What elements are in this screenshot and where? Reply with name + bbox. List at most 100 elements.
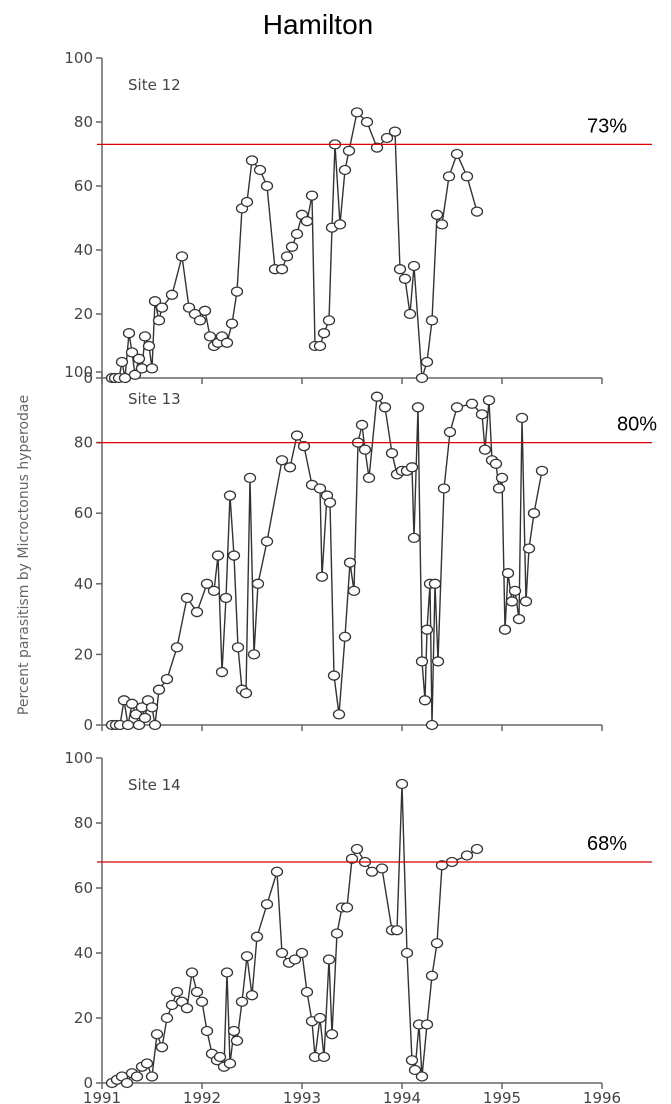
data-point — [148, 719, 162, 731]
data-point — [211, 550, 225, 561]
data-point — [515, 412, 529, 424]
data-point — [165, 999, 179, 1011]
data-point — [327, 670, 341, 681]
data-point — [142, 340, 156, 352]
y-tick-label: 80 — [74, 434, 93, 452]
data-point — [138, 712, 152, 724]
data-point — [322, 315, 336, 326]
data-point — [175, 251, 189, 262]
data-point — [148, 296, 162, 307]
data-point — [305, 190, 319, 201]
data-point — [470, 843, 484, 855]
data-point — [213, 1051, 227, 1063]
data-point — [380, 132, 394, 144]
data-point — [247, 649, 261, 660]
data-point — [231, 642, 245, 653]
chart-panels: 0 20 40 60 80 100 Site 12 73% 0 20 40 60 80 100 Site 1… — [64, 49, 657, 1104]
data-point — [415, 1071, 429, 1082]
data-point — [288, 954, 302, 965]
data-point — [322, 954, 336, 965]
site-label: Site 13 — [128, 390, 181, 408]
data-point — [443, 426, 457, 438]
data-point — [132, 719, 146, 731]
data-point — [430, 938, 444, 949]
data-point — [275, 264, 289, 275]
data-point — [155, 302, 169, 313]
data-point — [420, 624, 434, 635]
data-point — [200, 578, 214, 589]
data-point — [535, 465, 549, 476]
data-point — [280, 251, 294, 262]
data-point — [362, 472, 376, 484]
data-point — [313, 483, 327, 494]
data-point — [330, 928, 344, 939]
x-tick-label: 1996 — [583, 1089, 621, 1104]
data-point — [407, 260, 421, 272]
data-point — [190, 606, 204, 618]
data-point — [240, 196, 254, 208]
data-point — [317, 1051, 331, 1063]
data-point — [253, 164, 267, 176]
data-point — [230, 286, 244, 297]
y-axis-label: Percent parasitism by Microctonus hypero… — [16, 395, 32, 715]
data-point — [145, 702, 159, 713]
y-tick-label: 0 — [83, 1074, 93, 1092]
data-point — [400, 947, 414, 959]
data-point — [285, 241, 299, 252]
data-point — [519, 596, 533, 607]
data-point — [313, 1012, 327, 1024]
data-point — [403, 308, 417, 320]
data-point — [235, 996, 249, 1007]
data-point — [283, 462, 297, 473]
y-tick-label: 80 — [74, 814, 93, 832]
data-point — [250, 931, 264, 942]
y-tick-label: 40 — [74, 575, 93, 593]
data-point — [505, 596, 519, 607]
data-point — [425, 970, 439, 981]
data-point — [465, 398, 479, 409]
y-tick-label: 20 — [74, 645, 93, 663]
data-point — [431, 656, 445, 667]
data-point — [398, 273, 412, 284]
data-point — [418, 695, 432, 706]
x-tick-label: 1995 — [483, 1089, 521, 1104]
data-point — [300, 986, 314, 998]
data-point — [140, 1058, 154, 1069]
data-point — [227, 1025, 241, 1037]
data-point — [220, 967, 234, 978]
data-series-line — [111, 783, 478, 1085]
data-point — [415, 656, 429, 667]
threshold-label: 80% — [617, 414, 657, 436]
data-point — [340, 902, 354, 913]
x-tick-label: 1994 — [383, 1089, 421, 1104]
data-point — [495, 472, 509, 484]
data-point — [198, 305, 212, 316]
data-point — [512, 613, 526, 625]
site-label: Site 14 — [128, 776, 181, 794]
x-tick-label: 1992 — [183, 1089, 221, 1104]
y-tick-label: 100 — [64, 749, 93, 767]
data-series-line — [112, 394, 543, 726]
data-point — [260, 180, 274, 192]
data-point — [200, 1025, 214, 1037]
data-point — [460, 171, 474, 182]
data-point — [405, 462, 419, 473]
data-point — [190, 986, 204, 998]
data-point — [160, 1012, 174, 1024]
data-point — [342, 145, 356, 156]
data-point — [358, 444, 372, 455]
data-point — [350, 107, 364, 118]
data-point — [295, 947, 309, 959]
data-point — [245, 990, 259, 1001]
y-tick-label: 60 — [74, 177, 93, 195]
data-point — [115, 356, 129, 368]
y-tick-label: 40 — [74, 944, 93, 962]
data-point — [243, 472, 257, 484]
data-point — [407, 532, 421, 544]
data-point — [478, 444, 492, 455]
data-point — [360, 116, 374, 128]
data-point — [170, 642, 184, 653]
data-point — [430, 209, 444, 220]
y-tick-label: 0 — [83, 716, 93, 734]
